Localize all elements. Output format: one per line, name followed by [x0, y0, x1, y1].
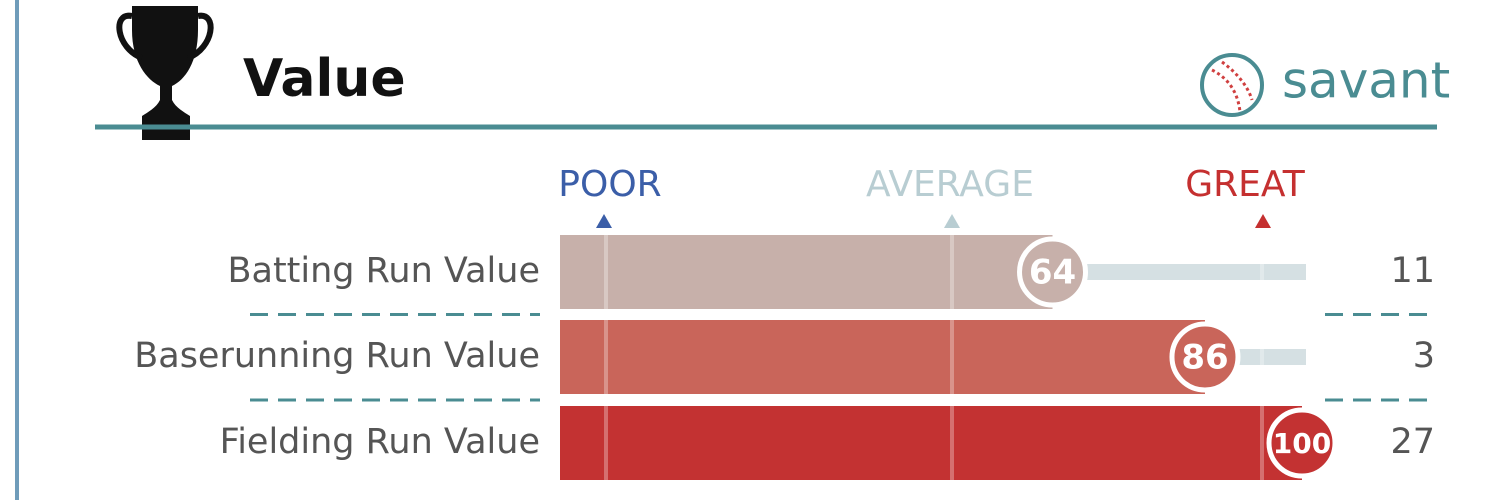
category-label: Batting Run Value	[227, 251, 540, 291]
percentile-label: 64	[1029, 253, 1076, 293]
percentile-badge	[1266, 407, 1338, 479]
brand-name: savant	[1282, 52, 1450, 110]
stat-value: 3	[1413, 336, 1435, 376]
stat-value: 11	[1390, 251, 1435, 291]
percentile-label: 86	[1181, 338, 1228, 378]
percentile-badge	[1017, 236, 1089, 308]
percentile-label: 100	[1273, 427, 1331, 460]
category-label: Baserunning Run Value	[134, 336, 540, 376]
stat-value: 27	[1390, 422, 1435, 462]
scale-marker	[1255, 214, 1271, 228]
bar	[560, 320, 1205, 394]
percentile-badge	[1169, 321, 1241, 393]
scale-marker	[596, 214, 612, 228]
scale-label: AVERAGE	[866, 164, 1034, 205]
scale-label: POOR	[558, 164, 661, 205]
scale-label: GREAT	[1185, 164, 1305, 205]
category-label: Fielding Run Value	[220, 422, 540, 462]
chart-title: Value	[243, 49, 406, 109]
bar	[560, 235, 1053, 309]
scale-marker	[944, 214, 960, 228]
trophy-icon	[116, 6, 214, 140]
bar	[560, 406, 1302, 480]
brand-logo	[1200, 53, 1264, 117]
track	[1052, 264, 1306, 280]
